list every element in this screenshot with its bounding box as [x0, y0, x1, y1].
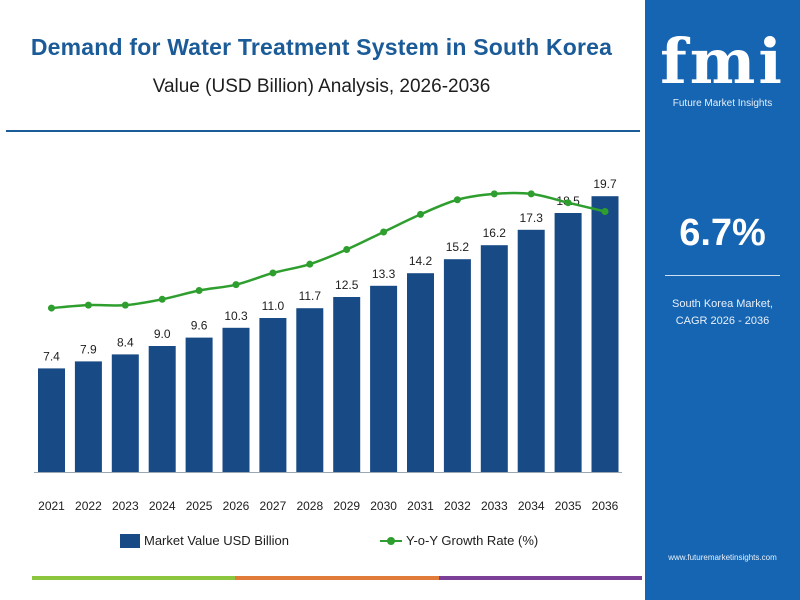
- bar-value-label-2036: 19.7: [593, 177, 617, 191]
- bar-2031: [407, 273, 434, 472]
- chart-canvas: 7.4 2021 7.9 2022 8.4 2023 9.0 2024 9.6 2025 10.3 2…: [34, 177, 622, 513]
- bar-value-label-2033: 16.2: [483, 226, 507, 240]
- bar-2033: [480, 245, 508, 472]
- growth-point-2024: [158, 295, 166, 303]
- cagr-label-line2: CAGR 2026 - 2036: [675, 315, 770, 327]
- growth-point-2021: [48, 304, 55, 312]
- bar-value-label-2022: 7.9: [80, 342, 97, 356]
- bar-value-label-2031: 14.2: [409, 254, 433, 268]
- cagr-divider: [665, 275, 780, 276]
- x-tick-label-2035: 2035: [555, 499, 582, 513]
- bottom-color-strip: [32, 576, 642, 580]
- x-tick-label-2034: 2034: [518, 499, 545, 513]
- growth-point-2029: [343, 246, 351, 254]
- bar-2034: [517, 229, 545, 472]
- x-tick-label-2030: 2030: [370, 499, 397, 513]
- x-tick-label-2021: 2021: [38, 499, 65, 513]
- legend-bar-label: Market Value USD Billion: [144, 533, 289, 548]
- bar-value-label-2034: 17.3: [520, 211, 544, 225]
- bar-2036: [591, 196, 619, 472]
- strip-segment-orange: [235, 576, 439, 580]
- website-url: www.futuremarketinsights.com: [668, 553, 777, 562]
- x-tick-label-2032: 2032: [444, 499, 471, 513]
- bar-value-label-2024: 9.0: [154, 327, 171, 341]
- growth-point-2035: [564, 199, 572, 207]
- x-tick-label-2031: 2031: [407, 499, 434, 513]
- bar-2025: [185, 337, 213, 472]
- growth-point-2027: [269, 269, 277, 277]
- bar-2021: [38, 368, 65, 472]
- growth-point-2034: [527, 190, 535, 198]
- x-tick-label-2026: 2026: [223, 499, 250, 513]
- bar-value-label-2032: 15.2: [446, 240, 470, 254]
- bar-2023: [111, 354, 139, 472]
- x-tick-label-2029: 2029: [333, 499, 360, 513]
- legend-line-swatch: [380, 536, 402, 546]
- growth-point-2032: [453, 196, 461, 204]
- bar-2032: [443, 259, 471, 472]
- cagr-value: 6.7%: [679, 212, 766, 254]
- growth-point-2028: [306, 260, 314, 268]
- legend-item-growth-rate: Y-o-Y Growth Rate (%): [380, 533, 538, 548]
- legend-item-market-value: Market Value USD Billion: [120, 533, 289, 548]
- growth-rate-line: [51, 191, 606, 310]
- x-tick-label-2027: 2027: [260, 499, 287, 513]
- strip-segment-purple: [438, 576, 642, 580]
- logo-subtitle: Future Market Insights: [672, 98, 773, 109]
- chart-subtitle: Value (USD Billion) Analysis, 2026-2036: [152, 76, 491, 97]
- chart-legend: Market Value USD Billion Y-o-Y Growth Ra…: [0, 533, 643, 555]
- bar-value-label-2021: 7.4: [43, 349, 60, 363]
- chart-panel: Demand for Water Treatment System in Sou…: [0, 34, 643, 580]
- x-tick-label-2036: 2036: [592, 499, 619, 513]
- growth-point-2022: [84, 301, 92, 309]
- x-tick-label-2024: 2024: [149, 499, 176, 513]
- strip-segment-green: [32, 576, 236, 580]
- x-tick-label-2022: 2022: [75, 499, 102, 513]
- cagr-label: South Korea Market, CAGR 2026 - 2036: [645, 296, 800, 330]
- bar-value-label-2023: 8.4: [117, 335, 134, 349]
- growth-point-2033: [490, 190, 498, 198]
- logo-wordmark: fmi: [660, 25, 785, 98]
- bar-2022: [74, 361, 102, 472]
- bar-2024: [148, 346, 176, 472]
- bar-value-label-2028: 11.7: [299, 289, 322, 303]
- legend-bar-swatch: [120, 533, 140, 548]
- legend-line-label: Y-o-Y Growth Rate (%): [406, 533, 539, 548]
- growth-point-2023: [121, 301, 129, 309]
- growth-point-2036: [601, 207, 609, 215]
- growth-point-2026: [232, 281, 240, 289]
- bar-2030: [370, 285, 398, 472]
- title-divider: [6, 130, 640, 132]
- bar-2028: [296, 308, 324, 472]
- bar-value-label-2029: 12.5: [335, 278, 359, 292]
- bar-value-label-2026: 10.3: [224, 309, 248, 323]
- growth-point-2030: [380, 228, 388, 236]
- bar-2029: [333, 297, 361, 472]
- chart-title: Demand for Water Treatment System in Sou…: [30, 34, 613, 60]
- brand-side-panel: fmi Future Market Insights 6.7% South Ko…: [645, 0, 800, 600]
- fmi-logo: fmi Future Market Insights: [645, 25, 800, 110]
- bar-value-label-2030: 13.3: [372, 267, 396, 281]
- x-tick-label-2033: 2033: [481, 499, 508, 513]
- growth-point-2031: [417, 210, 424, 218]
- x-tick-label-2023: 2023: [112, 499, 139, 513]
- cagr-label-line1: South Korea Market,: [672, 298, 773, 310]
- bar-2026: [222, 327, 250, 472]
- growth-point-2025: [195, 287, 203, 295]
- bar-2035: [554, 213, 582, 472]
- x-tick-label-2028: 2028: [296, 499, 323, 513]
- x-tick-label-2025: 2025: [186, 499, 213, 513]
- bar-value-label-2027: 11.0: [262, 299, 285, 313]
- bar-2027: [259, 318, 287, 472]
- bar-value-label-2025: 9.6: [191, 319, 208, 333]
